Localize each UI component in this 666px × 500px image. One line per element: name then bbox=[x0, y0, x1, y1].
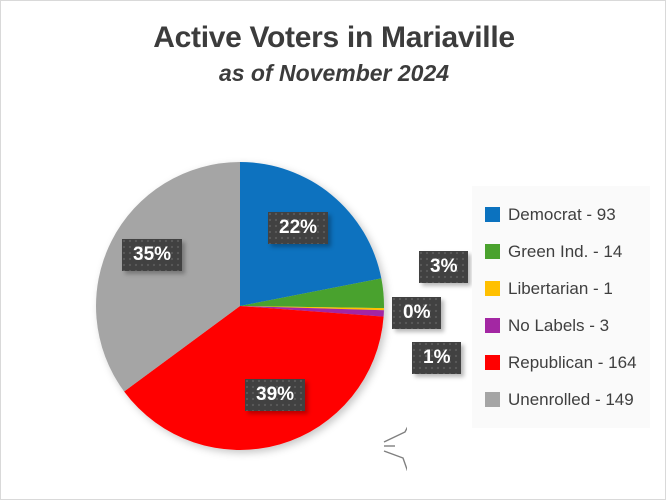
chart-legend: Democrat - 93 Green Ind. - 14 Libertarian … bbox=[472, 186, 650, 428]
data-label-democrat: 22% bbox=[268, 212, 329, 244]
legend-item-label: Libertarian - 1 bbox=[508, 278, 613, 298]
legend-item[interactable]: Democrat - 93 bbox=[472, 196, 650, 233]
legend-item-label: Green Ind. - 14 bbox=[508, 241, 623, 261]
leader-line-green bbox=[383, 426, 407, 443]
data-label-republican: 39% bbox=[245, 379, 306, 411]
legend-item-label: Democrat - 93 bbox=[508, 204, 616, 224]
legend-item[interactable]: Republican - 164 bbox=[472, 344, 650, 381]
legend-swatch-icon bbox=[485, 281, 500, 296]
data-label-libertarian: 0% bbox=[392, 297, 442, 329]
legend-item-label: Unenrolled - 149 bbox=[508, 389, 634, 409]
legend-swatch-icon bbox=[485, 318, 500, 333]
legend-swatch-icon bbox=[485, 355, 500, 370]
legend-item[interactable]: Unenrolled - 149 bbox=[472, 381, 650, 418]
pie-slice-unenrolled[interactable] bbox=[96, 162, 240, 392]
legend-item-label: No Labels - 3 bbox=[508, 315, 610, 335]
legend-item-label: Republican - 164 bbox=[508, 352, 637, 372]
pie-slice-libertarian[interactable] bbox=[240, 306, 384, 311]
pie-svg bbox=[96, 162, 407, 471]
legend-item[interactable]: Green Ind. - 14 bbox=[472, 233, 650, 270]
data-label-no-labels: 1% bbox=[412, 342, 462, 374]
pie-slice-green-ind[interactable] bbox=[240, 278, 384, 309]
data-label-unenrolled: 35% bbox=[122, 239, 183, 271]
legend-swatch-icon bbox=[485, 244, 500, 259]
legend-item[interactable]: Libertarian - 1 bbox=[472, 270, 650, 307]
leader-line-nolabels bbox=[383, 450, 407, 471]
pie-slice-republican[interactable] bbox=[124, 306, 384, 450]
chart-title: Active Voters in Mariaville bbox=[153, 21, 515, 54]
legend-item[interactable]: No Labels - 3 bbox=[472, 307, 650, 344]
leader-lines bbox=[383, 426, 407, 471]
pie-chart[interactable] bbox=[75, 143, 407, 471]
pie-slice-no-labels[interactable] bbox=[240, 306, 384, 317]
chart-subtitle: as of November 2024 bbox=[218, 59, 450, 86]
legend-swatch-icon bbox=[485, 207, 500, 222]
pie-slice-group bbox=[96, 162, 384, 450]
legend-swatch-icon bbox=[485, 392, 500, 407]
data-label-green-ind: 3% bbox=[419, 251, 469, 283]
title-block: Active Voters in Mariaville as of Novemb… bbox=[1, 21, 665, 86]
